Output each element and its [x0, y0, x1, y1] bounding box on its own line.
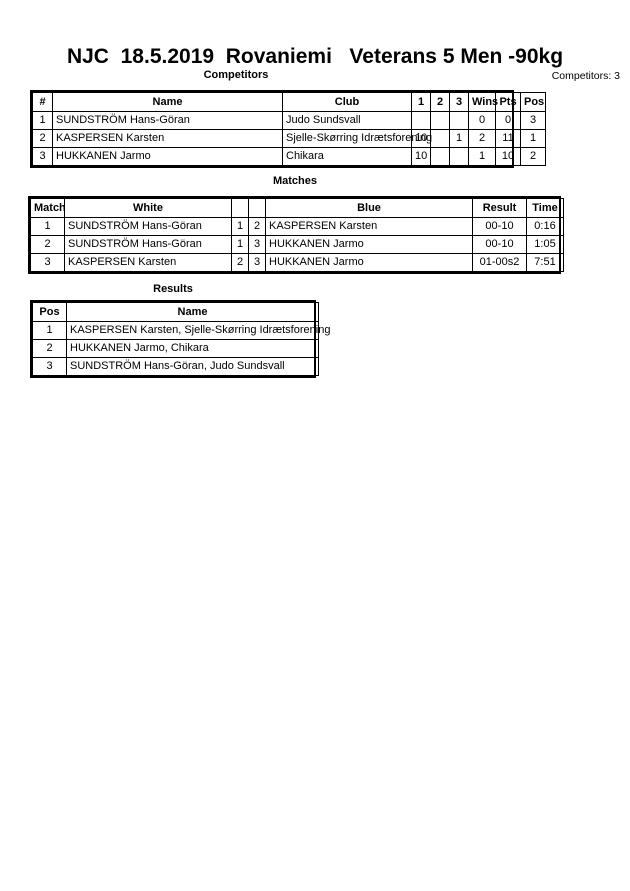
table-row: 1 SUNDSTRÖM Hans-Göran Judo Sundsvall 0 … — [32, 111, 546, 130]
match-white-number: 1 — [231, 217, 249, 236]
match-number: 3 — [30, 253, 65, 272]
competitors-section-caption: Competitors — [203, 69, 269, 81]
competitor-number: 1 — [32, 111, 53, 130]
competitor-name: SUNDSTRÖM Hans-Göran — [52, 111, 283, 130]
match-white-name: KASPERSEN Karsten — [64, 253, 232, 272]
competitors-header-position: Pos — [520, 92, 546, 112]
result-name: SUNDSTRÖM Hans-Göran, Judo Sundsvall — [66, 357, 319, 376]
competitor-round-2-score — [430, 129, 450, 148]
competitors-table: # Name Club 1 2 3 Wins Pts Pos 1 SUNDSTR… — [30, 90, 546, 168]
table-row: 2 SUNDSTRÖM Hans-Göran 1 3 HUKKANEN Jarm… — [30, 235, 564, 254]
result-position: 2 — [32, 339, 67, 358]
matches-section-caption: Matches — [272, 175, 318, 187]
competitor-round-1-score — [411, 111, 431, 130]
result-position: 1 — [32, 321, 67, 340]
match-blue-name: HUKKANEN Jarmo — [265, 253, 473, 272]
table-row: 3 KASPERSEN Karsten 2 3 HUKKANEN Jarmo 0… — [30, 253, 564, 272]
matches-table: Match White Blue Result Time 1 SUNDSTRÖM… — [28, 196, 564, 274]
result-name: HUKKANEN Jarmo, Chikara — [66, 339, 319, 358]
match-time: 7:51 — [526, 253, 564, 272]
results-table: Pos Name 1 KASPERSEN Karsten, Sjelle-Skø… — [30, 300, 330, 378]
competitor-wins: 1 — [468, 147, 496, 166]
competitor-club: Judo Sundsvall — [282, 111, 412, 130]
competitor-wins: 0 — [468, 111, 496, 130]
matches-header-match: Match — [30, 198, 66, 218]
competitor-position: 3 — [520, 111, 546, 130]
competitor-wins: 2 — [468, 129, 496, 148]
matches-header-blue: Blue — [265, 198, 473, 218]
competitors-header-points: Pts — [495, 92, 521, 112]
competitors-count-label: Competitors: 3 — [551, 70, 620, 82]
match-time: 1:05 — [526, 235, 564, 254]
matches-header-blue-number — [248, 198, 266, 218]
match-white-number: 2 — [231, 253, 249, 272]
table-row: 1 KASPERSEN Karsten, Sjelle-Skørring Idr… — [32, 321, 330, 340]
competitor-round-2-score — [430, 147, 450, 166]
match-result: 00-10 — [472, 217, 527, 236]
match-number: 1 — [30, 217, 65, 236]
result-name: KASPERSEN Karsten, Sjelle-Skørring Idræt… — [66, 321, 330, 340]
results-header-position: Pos — [32, 302, 67, 322]
table-row: 1 SUNDSTRÖM Hans-Göran 1 2 KASPERSEN Kar… — [30, 217, 564, 236]
competitors-header-club: Club — [282, 92, 412, 112]
table-row: 2 KASPERSEN Karsten Sjelle-Skørring Idræ… — [32, 129, 546, 148]
matches-header-result: Result — [472, 198, 527, 218]
competitor-points: 10 — [495, 147, 521, 166]
table-row: 3 HUKKANEN Jarmo Chikara 10 1 10 2 — [32, 147, 546, 166]
match-white-name: SUNDSTRÖM Hans-Göran — [64, 235, 232, 254]
result-position: 3 — [32, 357, 67, 376]
match-time: 0:16 — [526, 217, 564, 236]
competitors-header-round-3: 3 — [449, 92, 469, 112]
match-white-name: SUNDSTRÖM Hans-Göran — [64, 217, 232, 236]
competitor-round-3-score: 1 — [449, 129, 469, 148]
match-white-number: 1 — [231, 235, 249, 254]
competitors-header-number: # — [32, 92, 53, 112]
match-blue-number: 3 — [248, 235, 266, 254]
competitor-name: KASPERSEN Karsten — [52, 129, 283, 148]
match-result: 01-00s2 — [472, 253, 527, 272]
competitors-header-name: Name — [52, 92, 283, 112]
competitor-round-1-score: 10 — [411, 147, 431, 166]
match-blue-number: 3 — [248, 253, 266, 272]
competitor-round-3-score — [449, 111, 469, 130]
results-section-caption: Results — [153, 283, 193, 295]
competitors-header-round-2: 2 — [430, 92, 450, 112]
table-row: 3 SUNDSTRÖM Hans-Göran, Judo Sundsvall — [32, 357, 319, 376]
competitors-header-round-1: 1 — [411, 92, 431, 112]
matches-header-white: White — [64, 198, 232, 218]
match-blue-number: 2 — [248, 217, 266, 236]
competitor-club: Chikara — [282, 147, 412, 166]
matches-header-white-number — [231, 198, 249, 218]
competitor-name: HUKKANEN Jarmo — [52, 147, 283, 166]
competitor-number: 2 — [32, 129, 53, 148]
competitor-points: 11 — [495, 129, 521, 148]
match-blue-name: KASPERSEN Karsten — [265, 217, 473, 236]
match-number: 2 — [30, 235, 65, 254]
competitor-position: 2 — [520, 147, 546, 166]
match-result: 00-10 — [472, 235, 527, 254]
results-header-name: Name — [66, 302, 319, 322]
competitor-points: 0 — [495, 111, 521, 130]
page-title: NJC 18.5.2019 Rovaniemi Veterans 5 Men -… — [66, 45, 564, 68]
match-blue-name: HUKKANEN Jarmo — [265, 235, 473, 254]
competitor-number: 3 — [32, 147, 53, 166]
table-row: 2 HUKKANEN Jarmo, Chikara — [32, 339, 319, 358]
competitor-position: 1 — [520, 129, 546, 148]
matches-header-time: Time — [526, 198, 564, 218]
competitors-header-wins: Wins — [468, 92, 498, 112]
competitor-round-3-score — [449, 147, 469, 166]
competitor-round-2-score — [430, 111, 450, 130]
competitor-club: Sjelle-Skørring Idrætsforening — [282, 129, 432, 148]
